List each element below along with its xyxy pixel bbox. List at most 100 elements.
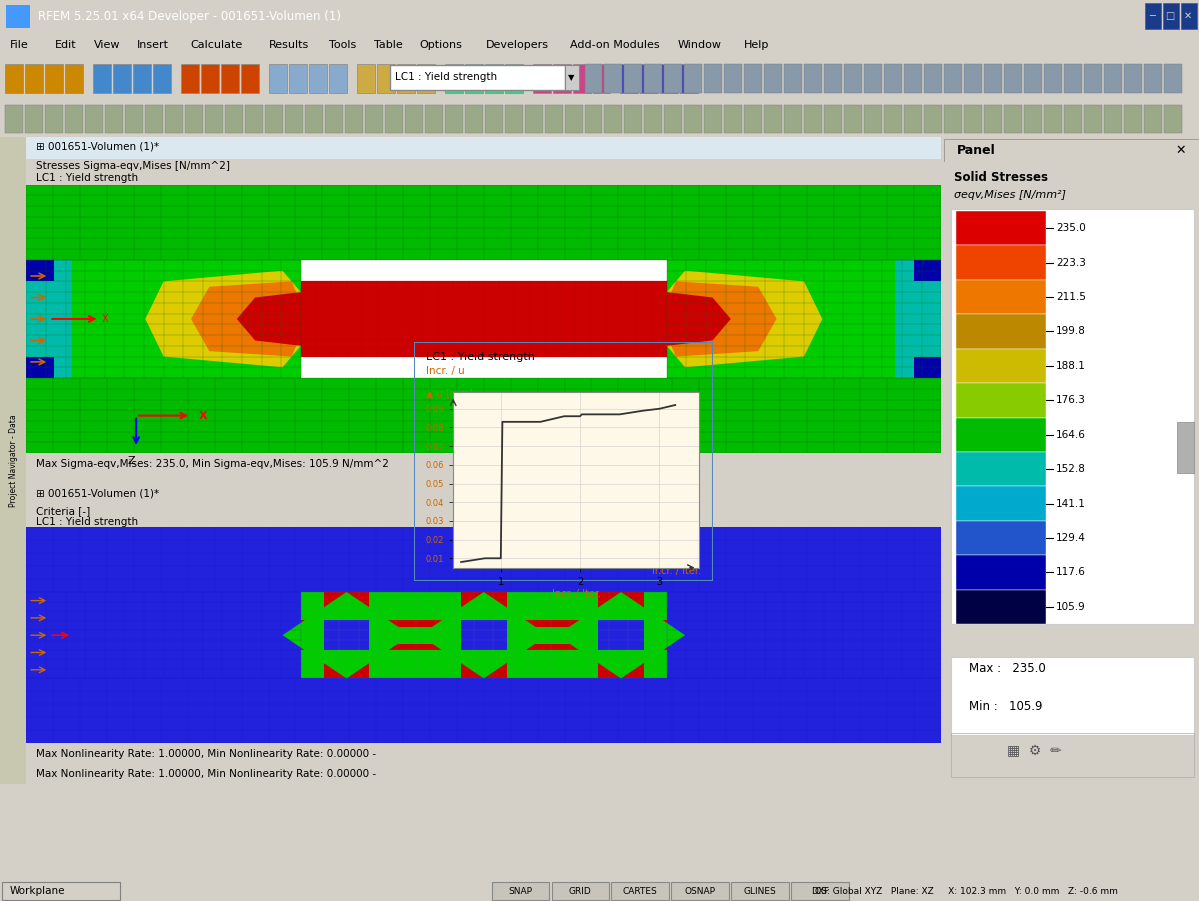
Bar bbox=[1065, 105, 1083, 133]
Bar bbox=[671, 882, 729, 900]
Bar bbox=[1024, 105, 1042, 133]
Bar bbox=[1125, 105, 1141, 133]
Bar bbox=[924, 105, 942, 133]
Bar bbox=[951, 733, 1194, 778]
Polygon shape bbox=[191, 281, 301, 357]
Bar bbox=[1084, 64, 1102, 93]
Bar bbox=[957, 417, 1046, 452]
Bar bbox=[604, 64, 622, 93]
Bar bbox=[133, 64, 151, 93]
Bar bbox=[1084, 105, 1102, 133]
Text: 141.1: 141.1 bbox=[1056, 498, 1086, 508]
Bar bbox=[301, 281, 667, 357]
Text: 152.8: 152.8 bbox=[1056, 464, 1086, 474]
Bar bbox=[1145, 4, 1161, 29]
Bar bbox=[241, 64, 259, 93]
Bar bbox=[598, 620, 644, 651]
Bar bbox=[1044, 105, 1062, 133]
Bar bbox=[645, 64, 663, 93]
Text: □: □ bbox=[1165, 11, 1175, 22]
Text: 188.1: 188.1 bbox=[1056, 361, 1086, 371]
Text: Max Nonlinearity Rate: 1.00000, Min Nonlinearity Rate: 0.00000 -: Max Nonlinearity Rate: 1.00000, Min Nonl… bbox=[36, 769, 375, 779]
Text: σeqv,Mises [N/mm²]: σeqv,Mises [N/mm²] bbox=[954, 190, 1066, 201]
Bar bbox=[26, 259, 54, 281]
Bar bbox=[385, 105, 403, 133]
Bar bbox=[984, 105, 1002, 133]
Bar bbox=[957, 280, 1046, 314]
Bar bbox=[2, 882, 120, 900]
Bar bbox=[532, 64, 550, 93]
Bar bbox=[309, 64, 326, 93]
Polygon shape bbox=[283, 592, 410, 678]
Bar bbox=[65, 105, 83, 133]
Bar bbox=[592, 64, 610, 93]
Bar bbox=[1177, 422, 1194, 473]
Text: ▲ u [mm]: ▲ u [mm] bbox=[426, 387, 472, 397]
Bar bbox=[664, 64, 682, 93]
Bar bbox=[924, 64, 942, 93]
Bar bbox=[552, 882, 609, 900]
Bar bbox=[525, 105, 542, 133]
Text: Edit: Edit bbox=[55, 40, 77, 50]
Text: Max Nonlinearity Rate: 1.00000, Min Nonlinearity Rate: 0.00000 -: Max Nonlinearity Rate: 1.00000, Min Nonl… bbox=[36, 749, 375, 759]
Text: LC1 : Yield strength: LC1 : Yield strength bbox=[426, 352, 535, 362]
Text: Calculate: Calculate bbox=[191, 40, 243, 50]
Bar bbox=[113, 64, 131, 93]
Bar bbox=[598, 592, 644, 678]
Bar bbox=[625, 64, 643, 93]
Bar bbox=[1163, 4, 1179, 29]
Text: Options: Options bbox=[420, 40, 463, 50]
Bar bbox=[681, 64, 699, 93]
Text: CARTES: CARTES bbox=[623, 887, 657, 896]
Bar bbox=[26, 378, 941, 453]
Bar bbox=[5, 105, 23, 133]
Bar bbox=[844, 105, 862, 133]
Bar bbox=[625, 105, 643, 133]
Text: ─: ─ bbox=[1150, 11, 1155, 22]
Bar bbox=[153, 64, 171, 93]
Bar bbox=[585, 105, 603, 133]
Bar bbox=[325, 105, 343, 133]
Text: Workplane: Workplane bbox=[10, 886, 65, 896]
Bar bbox=[364, 105, 382, 133]
Text: ✕: ✕ bbox=[1176, 144, 1186, 157]
Bar bbox=[957, 521, 1046, 555]
Bar bbox=[791, 882, 849, 900]
Bar bbox=[1104, 105, 1122, 133]
Bar bbox=[165, 105, 183, 133]
Polygon shape bbox=[145, 270, 301, 368]
Bar bbox=[1005, 105, 1023, 133]
Bar bbox=[285, 105, 303, 133]
Bar bbox=[565, 105, 583, 133]
Text: DXF: DXF bbox=[811, 887, 830, 896]
Bar bbox=[397, 64, 415, 93]
Bar bbox=[805, 105, 823, 133]
Bar bbox=[705, 105, 722, 133]
Bar bbox=[951, 209, 1194, 624]
Bar bbox=[6, 5, 30, 28]
Bar bbox=[604, 105, 622, 133]
Bar bbox=[94, 64, 112, 93]
Bar bbox=[885, 64, 903, 93]
Text: View: View bbox=[94, 40, 120, 50]
Text: Add-on Modules: Add-on Modules bbox=[570, 40, 659, 50]
Bar bbox=[745, 105, 763, 133]
Text: Window: Window bbox=[677, 40, 722, 50]
Bar bbox=[573, 64, 591, 93]
Text: 211.5: 211.5 bbox=[1056, 292, 1086, 302]
Text: Results: Results bbox=[269, 40, 309, 50]
Text: Table: Table bbox=[374, 40, 403, 50]
Text: Criteria [-]: Criteria [-] bbox=[36, 505, 90, 516]
Bar bbox=[1181, 4, 1197, 29]
Text: Solid Stresses: Solid Stresses bbox=[954, 171, 1048, 184]
Bar bbox=[289, 64, 307, 93]
Bar bbox=[705, 64, 722, 93]
Bar bbox=[445, 64, 463, 93]
Bar bbox=[661, 64, 679, 93]
Bar bbox=[951, 658, 1194, 735]
Text: X: X bbox=[198, 411, 207, 421]
Text: Stresses Sigma-eqv,Mises [N/mm^2]: Stresses Sigma-eqv,Mises [N/mm^2] bbox=[36, 161, 229, 171]
Bar bbox=[301, 592, 667, 678]
Polygon shape bbox=[667, 281, 777, 357]
Bar bbox=[945, 105, 963, 133]
